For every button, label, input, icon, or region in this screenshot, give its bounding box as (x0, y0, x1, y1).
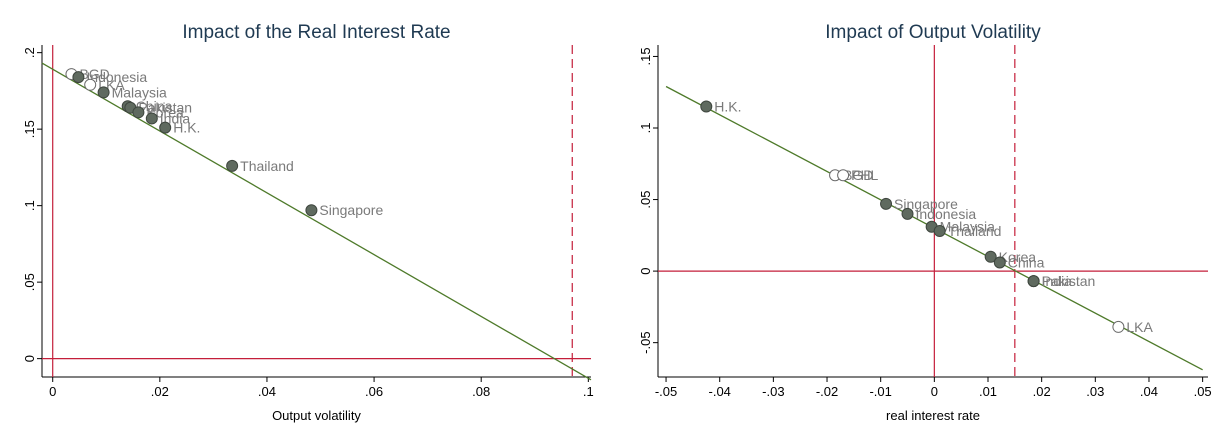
chart-title: Impact of Output Volatility (825, 22, 1041, 43)
y-tick-label: .15 (638, 47, 653, 65)
point-label-korea: Korea (999, 249, 1037, 265)
x-tick-label: .01 (979, 384, 997, 399)
y-tick-label: .05 (22, 273, 37, 291)
point-thailand (933, 225, 946, 238)
x-tick-label: .04 (1140, 384, 1158, 399)
x-tick-label: .02 (1033, 384, 1051, 399)
point-label-indonesia: Indonesia (916, 206, 977, 222)
x-tick-label: .05 (1194, 384, 1212, 399)
point-phl (837, 169, 850, 182)
point-label-singapore: Singapore (319, 202, 383, 218)
y-tick-label: .05 (638, 191, 653, 209)
x-tick-label: -.04 (709, 384, 731, 399)
point-h-k (159, 121, 172, 134)
point-label-malaysia: Malaysia (940, 219, 995, 235)
point-lka (1112, 320, 1125, 333)
chart-panel-real-interest-rate: Impact of the Real Interest Rate Output … (22, 22, 594, 423)
y-tick-label: .1 (22, 200, 37, 211)
point-korea (984, 250, 997, 263)
point-label-h-k: H.K. (173, 120, 200, 136)
point-lka (84, 78, 97, 91)
x-tick-label: -.01 (869, 384, 891, 399)
point-indonesia (901, 207, 914, 220)
point-label-thailand: Thailand (240, 158, 294, 174)
x-axis-label: real interest rate (886, 408, 980, 423)
x-tick-label: .04 (258, 384, 276, 399)
y-tick-label: 0 (22, 355, 37, 362)
point-label-india: India (1042, 273, 1073, 289)
point-label-china: China (1008, 255, 1045, 271)
y-tick-label: -.05 (638, 331, 653, 353)
x-tick-label: 0 (931, 384, 938, 399)
point-indonesia (72, 71, 85, 84)
point-h-k (700, 100, 713, 113)
point-label-pakistan: Pakistan (138, 100, 192, 116)
x-tick-label: -.05 (655, 384, 677, 399)
chart-title: Impact of the Real Interest Rate (182, 22, 450, 43)
point-label-china: China (136, 98, 173, 114)
point-china (993, 256, 1006, 269)
fitted-line (41, 62, 592, 381)
x-tick-label: -.03 (762, 384, 784, 399)
x-tick-label: .03 (1086, 384, 1104, 399)
point-label-bgd: BGD (843, 167, 873, 183)
point-singapore (880, 197, 893, 210)
x-tick-label: 0 (49, 384, 56, 399)
point-label-indonesia: Indonesia (86, 69, 147, 85)
point-malaysia (97, 86, 110, 99)
point-label-h-k: H.K. (714, 99, 741, 115)
x-axis-label: Output volatility (272, 408, 361, 423)
point-label-singapore: Singapore (894, 196, 958, 212)
point-korea (132, 106, 145, 119)
chart-panel-output-volatility: Impact of Output Volatility real interes… (638, 22, 1212, 423)
x-tick-label: .08 (472, 384, 490, 399)
x-tick-label: -.02 (816, 384, 838, 399)
point-singapore (305, 204, 318, 217)
y-tick-label: .15 (22, 120, 37, 138)
point-pakistan (1027, 275, 1040, 288)
point-label-bgd: BGD (79, 66, 109, 82)
point-label-pakistan: Pakistan (1042, 273, 1096, 289)
y-tick-label: .1 (638, 123, 653, 134)
point-india (145, 112, 158, 125)
x-tick-label: .1 (583, 384, 594, 399)
point-label-lka: LKA (1126, 319, 1153, 335)
point-thailand (226, 159, 239, 172)
y-tick-label: .2 (22, 47, 37, 58)
x-tick-label: .06 (365, 384, 383, 399)
y-tick-label: 0 (638, 267, 653, 274)
x-tick-label: .02 (151, 384, 169, 399)
point-label-thailand: Thailand (948, 223, 1002, 239)
point-label-malaysia: Malaysia (112, 84, 167, 100)
point-label-phl: PHL (851, 167, 878, 183)
